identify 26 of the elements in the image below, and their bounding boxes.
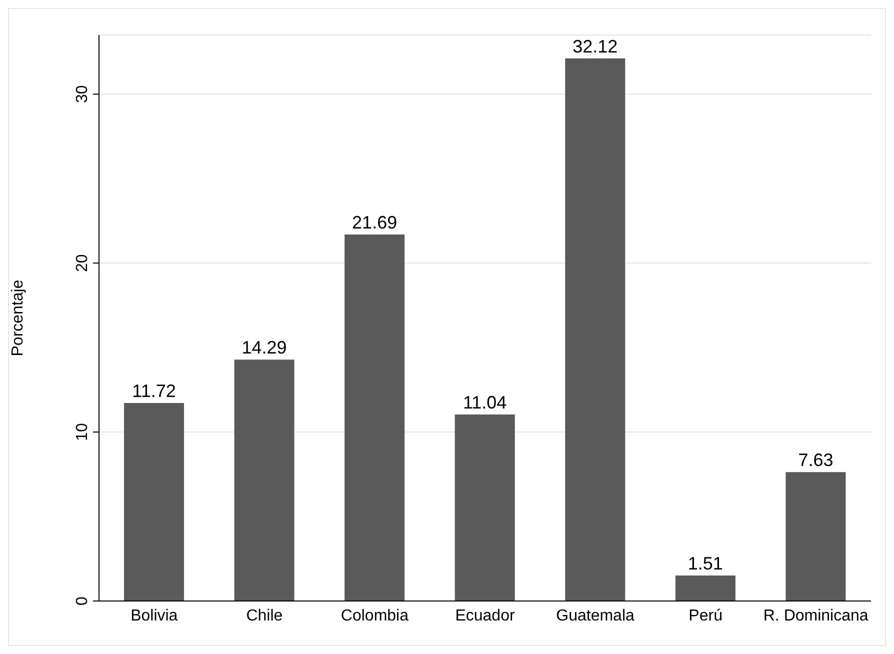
bar — [124, 402, 184, 601]
data-label: 21.69 — [352, 212, 398, 233]
data-label: 1.51 — [688, 553, 723, 574]
bar — [344, 234, 405, 601]
y-tick-label: 20 — [74, 254, 91, 272]
data-label: 11.04 — [463, 392, 507, 412]
y-tick-label: 0 — [74, 596, 91, 606]
bar — [565, 58, 626, 601]
x-tick-label: Ecuador — [455, 607, 516, 624]
data-label: 11.72 — [132, 380, 176, 401]
x-tick-label: Colombia — [340, 607, 409, 624]
data-label: 32.12 — [572, 36, 618, 56]
x-tick-label: Chile — [246, 607, 283, 624]
y-tick-label: 10 — [74, 423, 91, 441]
bar — [675, 575, 736, 601]
bar — [454, 414, 515, 601]
x-tick-label: Bolivia — [130, 607, 178, 624]
y-axis-title: Porcentaje — [10, 280, 27, 356]
x-tick-label: Perú — [688, 607, 722, 624]
data-label: 14.29 — [242, 338, 287, 358]
x-tick-label: R. Dominicana — [763, 607, 868, 624]
bar — [234, 360, 294, 601]
data-label: 7.63 — [798, 450, 834, 470]
x-tick-label: Guatemala — [556, 607, 635, 624]
y-tick-label: 30 — [74, 85, 91, 104]
bar — [786, 472, 846, 601]
